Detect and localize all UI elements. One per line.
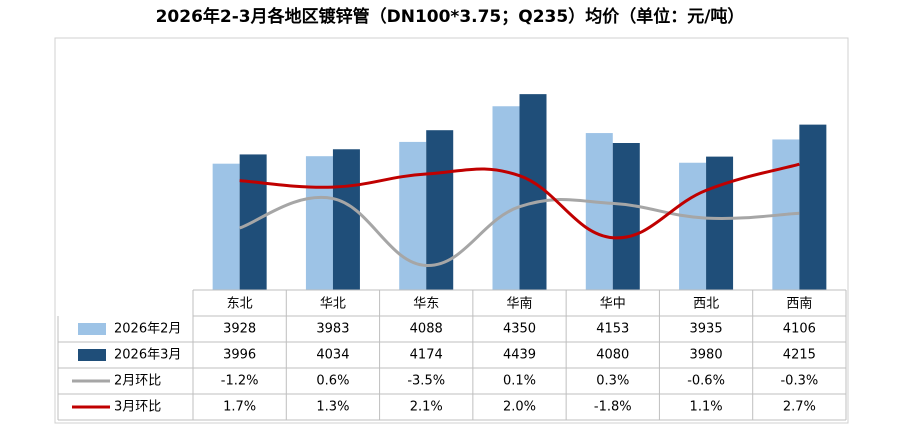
legend-label: 3月环比 — [114, 400, 161, 415]
category-label: 华南 — [506, 296, 532, 312]
table-cell: 4215 — [783, 348, 816, 363]
table-cell: 4439 — [503, 348, 536, 363]
table-cell: 3996 — [223, 348, 256, 363]
category-label: 华东 — [413, 297, 439, 312]
table-cell: -1.8% — [594, 400, 632, 415]
table-cell: 4153 — [596, 322, 629, 337]
table-cell: 3983 — [316, 322, 349, 337]
bar — [799, 124, 827, 290]
table-cell: 4174 — [410, 348, 443, 363]
table-cell: 0.1% — [503, 374, 536, 389]
table-cell: 1.3% — [316, 400, 349, 415]
legend-label: 2月环比 — [114, 374, 161, 389]
table-cell: 3980 — [690, 348, 723, 363]
table-cell: 4088 — [410, 322, 443, 337]
table-cell: 3935 — [690, 322, 723, 337]
table-cell: 0.3% — [596, 374, 629, 389]
legend-label: 2026年2月 — [114, 322, 181, 337]
bar — [679, 162, 707, 290]
table-cell: 1.7% — [223, 400, 256, 415]
category-label: 西南 — [786, 296, 812, 312]
legend-swatch — [78, 323, 106, 335]
table-cell: 0.6% — [316, 374, 349, 389]
table-cell: 4080 — [596, 348, 629, 363]
table-cell: -3.5% — [407, 374, 445, 389]
table-cell: 4350 — [503, 322, 536, 337]
bar — [399, 141, 427, 290]
category-label: 华北 — [320, 297, 346, 312]
category-label: 华中 — [600, 297, 626, 312]
table-cell: -1.2% — [221, 374, 259, 389]
category-label: 西北 — [693, 297, 719, 312]
table-cell: 1.1% — [690, 400, 723, 415]
legend-swatch — [78, 349, 106, 361]
bar — [706, 156, 734, 290]
bar — [612, 143, 640, 290]
table-cell: 4106 — [783, 322, 816, 337]
table-cell: -0.3% — [780, 374, 818, 389]
category-label: 东北 — [227, 297, 253, 312]
line — [239, 195, 800, 268]
bar — [585, 133, 613, 290]
bar — [492, 106, 520, 290]
bar — [519, 94, 547, 290]
bar — [212, 163, 240, 290]
table-cell: 2.0% — [503, 400, 536, 415]
table-cell: -0.6% — [687, 374, 725, 389]
line — [239, 162, 800, 240]
bar — [332, 149, 360, 290]
chart-title: 2026年2-3月各地区镀锌管（DN100*3.75；Q235）均价（单位：元/… — [156, 6, 745, 27]
legend-label: 2026年3月 — [114, 348, 181, 363]
table-cell: 2.1% — [410, 400, 443, 415]
bar — [305, 156, 333, 290]
table-cell: 4034 — [316, 348, 349, 363]
table-cell: 3928 — [223, 322, 256, 337]
table-cell: 2.7% — [783, 400, 816, 415]
